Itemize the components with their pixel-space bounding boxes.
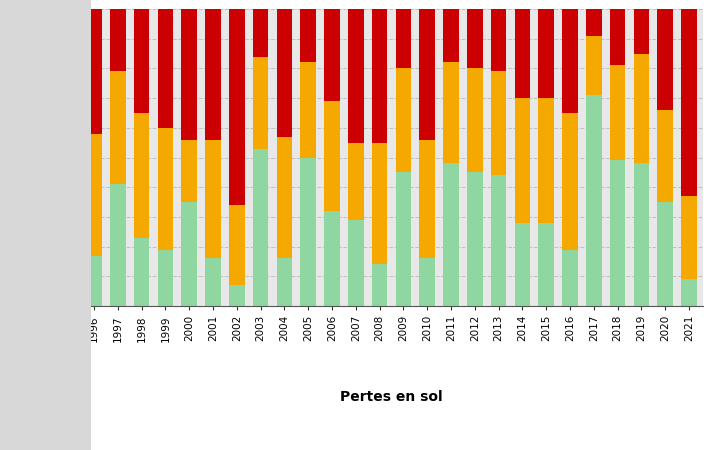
Bar — [277, 258, 292, 306]
Bar — [86, 9, 102, 134]
Bar — [443, 63, 459, 163]
Bar — [110, 72, 125, 184]
Bar — [253, 57, 268, 148]
Bar — [372, 265, 387, 306]
Bar — [491, 72, 506, 176]
Bar — [396, 9, 411, 68]
Bar — [110, 9, 125, 72]
Bar — [467, 9, 483, 68]
Bar — [467, 68, 483, 172]
Bar — [134, 113, 149, 238]
Bar — [634, 163, 649, 306]
Bar — [420, 258, 435, 306]
Bar — [86, 134, 102, 256]
Bar — [348, 9, 363, 143]
Bar — [300, 9, 316, 63]
Bar — [443, 163, 459, 306]
Bar — [539, 9, 554, 98]
Bar — [515, 9, 530, 98]
Bar — [157, 9, 173, 128]
Bar — [300, 158, 316, 306]
Bar — [300, 63, 316, 158]
Bar — [467, 172, 483, 306]
Bar — [110, 184, 125, 306]
Bar — [134, 9, 149, 113]
Bar — [610, 9, 625, 65]
Bar — [634, 9, 649, 54]
Bar — [277, 137, 292, 258]
Bar — [420, 140, 435, 258]
Bar — [539, 98, 554, 223]
Bar — [563, 113, 578, 250]
Bar — [563, 250, 578, 306]
Bar — [658, 110, 673, 202]
Bar — [515, 223, 530, 306]
Bar — [658, 9, 673, 110]
Bar — [634, 54, 649, 163]
Bar — [277, 9, 292, 137]
Bar — [682, 279, 697, 306]
Bar — [443, 9, 459, 63]
Bar — [610, 161, 625, 306]
Bar — [229, 285, 244, 306]
Bar — [181, 9, 197, 140]
Bar — [181, 140, 197, 202]
Y-axis label: Part des superficies sous cultures (%): Part des superficies sous cultures (%) — [31, 46, 44, 269]
Bar — [396, 172, 411, 306]
Bar — [372, 9, 387, 143]
Bar — [348, 220, 363, 306]
Bar — [157, 128, 173, 250]
Bar — [229, 205, 244, 285]
Bar — [157, 250, 173, 306]
Bar — [324, 211, 340, 306]
Bar — [205, 258, 220, 306]
Bar — [491, 176, 506, 306]
Bar — [420, 9, 435, 140]
Bar — [396, 68, 411, 172]
Bar — [682, 9, 697, 196]
Bar — [586, 95, 602, 306]
Bar — [253, 148, 268, 306]
Bar — [515, 98, 530, 223]
Bar — [491, 9, 506, 72]
Bar — [586, 9, 602, 36]
Bar — [324, 101, 340, 211]
Bar — [181, 202, 197, 306]
X-axis label: Pertes en sol: Pertes en sol — [340, 390, 443, 404]
Bar — [324, 9, 340, 101]
Bar — [539, 223, 554, 306]
Bar — [229, 9, 244, 205]
Bar — [205, 140, 220, 258]
Bar — [134, 238, 149, 306]
Bar — [563, 9, 578, 113]
Bar — [205, 9, 220, 140]
Bar — [86, 256, 102, 306]
Bar — [610, 65, 625, 161]
Bar — [348, 143, 363, 220]
Bar — [372, 143, 387, 265]
Bar — [658, 202, 673, 306]
Bar — [682, 196, 697, 279]
Bar — [253, 9, 268, 57]
Bar — [586, 36, 602, 95]
